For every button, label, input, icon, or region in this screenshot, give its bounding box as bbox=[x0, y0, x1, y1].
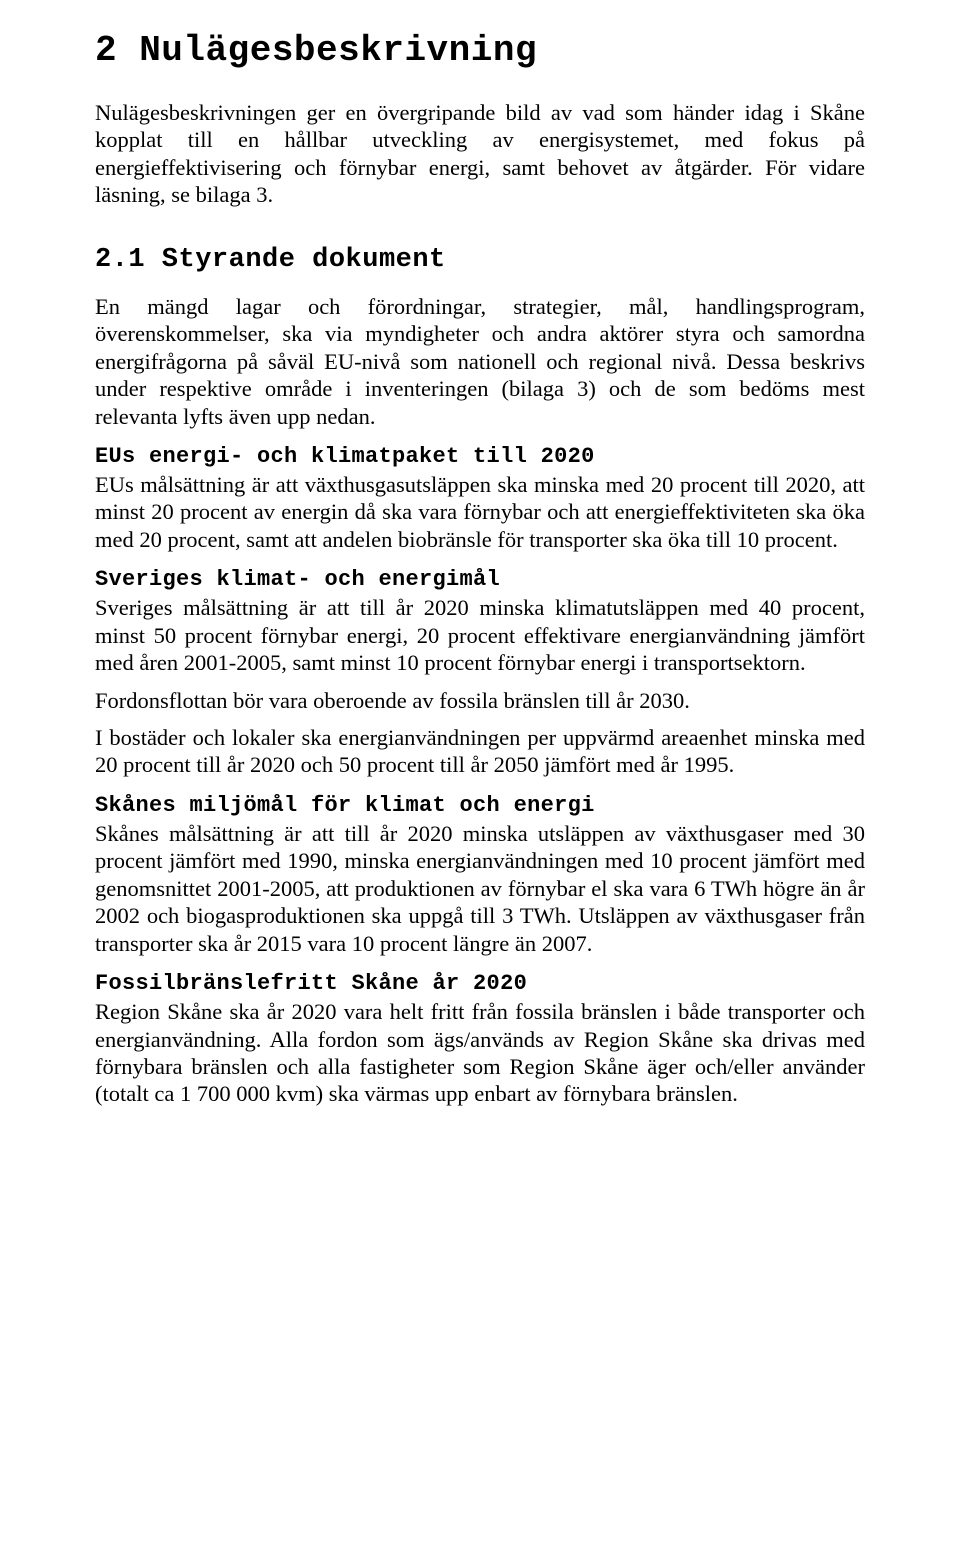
sverige-heading: Sveriges klimat- och energimål bbox=[95, 567, 865, 592]
section-2-1-heading: 2.1 Styrande dokument bbox=[95, 245, 865, 275]
document-page: 2 Nulägesbeskrivning Nulägesbeskrivninge… bbox=[0, 0, 960, 1567]
fossil-heading: Fossilbränslefritt Skåne år 2020 bbox=[95, 971, 865, 996]
section-2-1-paragraph-1: En mängd lagar och förordningar, strateg… bbox=[95, 293, 865, 430]
sverige-paragraph-2: Fordonsflottan bör vara oberoende av fos… bbox=[95, 687, 865, 714]
sverige-paragraph-1: Sveriges målsättning är att till år 2020… bbox=[95, 594, 865, 676]
eu-paragraph: EUs målsättning är att växthusgasutsläpp… bbox=[95, 471, 865, 553]
sverige-paragraph-3: I bostäder och lokaler ska energianvändn… bbox=[95, 724, 865, 779]
fossil-paragraph: Region Skåne ska år 2020 vara helt fritt… bbox=[95, 998, 865, 1108]
eu-heading: EUs energi- och klimatpaket till 2020 bbox=[95, 444, 865, 469]
skane-paragraph: Skånes målsättning är att till år 2020 m… bbox=[95, 820, 865, 957]
skane-heading: Skånes miljömål för klimat och energi bbox=[95, 793, 865, 818]
page-title: 2 Nulägesbeskrivning bbox=[95, 30, 865, 71]
intro-paragraph: Nulägesbeskrivningen ger en övergripande… bbox=[95, 99, 865, 209]
